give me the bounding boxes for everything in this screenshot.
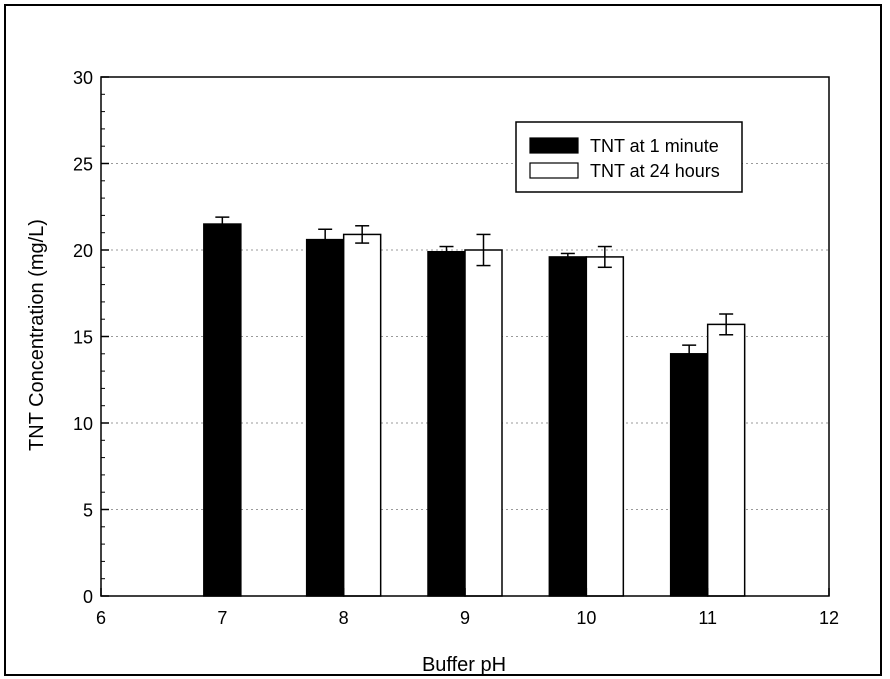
x-tick-label: 11 [698,608,717,628]
bar [548,256,588,597]
x-tick-label: 8 [339,608,349,628]
error-bar [215,216,230,232]
error-bar [355,225,370,244]
error-bar [597,245,612,269]
bars [203,216,746,597]
y-tick-label: 15 [73,328,93,348]
legend: TNT at 1 minute TNT at 24 hours [515,121,743,193]
bar [203,223,242,597]
x-tick-label: 7 [217,608,227,628]
y-tick-label: 20 [73,241,93,261]
error-bar [682,344,697,364]
bar [427,250,466,597]
x-tick-label: 6 [96,608,106,628]
y-tick-label: 25 [73,155,93,175]
error-bar [476,233,491,267]
bar [342,233,382,597]
bar [706,323,746,597]
y-tick-label: 10 [73,414,93,434]
error-bar [439,245,454,258]
error-bar [318,228,333,251]
x-axis-label: Buffer pH [422,654,506,676]
y-tick-label: 5 [83,501,93,521]
legend-item: TNT at 24 hours [529,161,720,181]
y-axis-label: TNT Concentration (mg/L) [26,219,48,451]
y-tick-label: 30 [73,68,93,88]
x-tick-label: 9 [460,608,470,628]
bar [305,238,345,597]
figure-frame [4,4,882,676]
legend-box [515,121,743,193]
x-tick-label: 12 [819,608,839,628]
x-tick-label: 10 [576,608,596,628]
legend-item: TNT at 1 minute [529,136,719,156]
legend-swatch [529,162,579,179]
y-tick-label: 0 [83,587,93,607]
bar [669,353,709,597]
legend-swatch [529,137,579,154]
bar [464,249,503,597]
legend-label: TNT at 1 minute [590,136,719,156]
legend-label: TNT at 24 hours [590,161,720,181]
error-bar [560,252,575,262]
axes: 0 5 10 15 20 25 30 6 7 8 9 10 11 12 [73,68,839,628]
error-bar [719,313,734,336]
bar [585,256,625,597]
